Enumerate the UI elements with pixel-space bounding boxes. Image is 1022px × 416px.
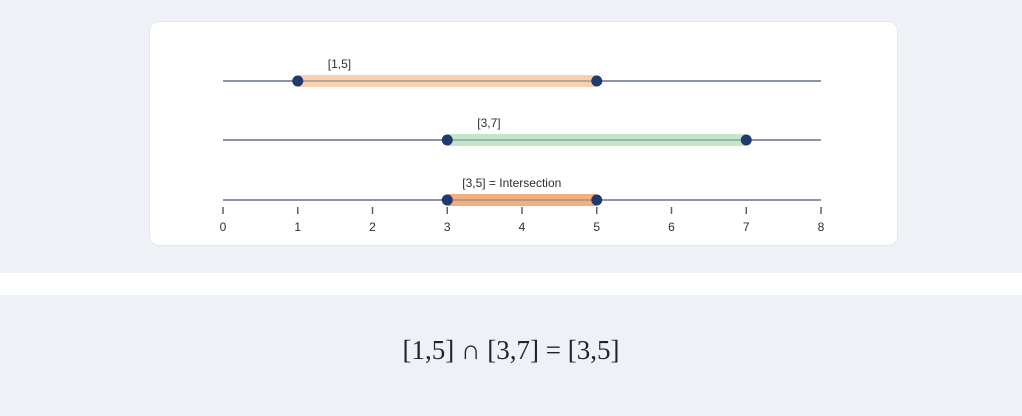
endpoint [740,134,752,146]
x-tick-label: 1 [294,220,301,234]
x-tick-label: 3 [444,220,451,234]
x-tick-label: 0 [220,220,227,234]
x-tick-label: 2 [369,220,376,234]
x-tick-label: 8 [818,220,825,234]
endpoint [292,75,304,87]
endpoint [441,194,453,206]
divider [0,273,1022,295]
interval-diagram: [1,5] [3,7] [3,5] = Intersection 0 1 2 3 4 5 6 7 8 [220,57,825,234]
interval-label: [3,5] = Intersection [462,176,561,190]
bottom-section [0,295,1022,416]
endpoint [591,75,603,87]
endpoint [441,134,453,146]
x-tick-label: 7 [743,220,750,234]
interval-label: [3,7] [477,116,500,130]
formula: [1,5] ∩ [3,7] = [3,5] [402,335,620,365]
x-tick-label: 5 [593,220,600,234]
interval-label: [1,5] [328,57,351,71]
card [149,21,898,246]
endpoint [591,194,603,206]
x-tick-label: 4 [519,220,526,234]
x-tick-label: 6 [668,220,675,234]
